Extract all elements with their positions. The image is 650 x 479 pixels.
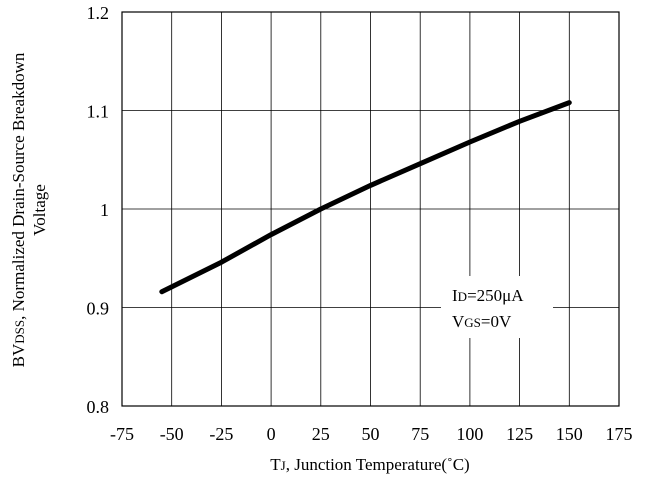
- y-axis-label-line-2: Voltage: [30, 184, 49, 236]
- y-tick-label: 0.8: [87, 397, 110, 417]
- x-tick-label: 75: [411, 424, 429, 444]
- x-tick-label: 100: [456, 424, 483, 444]
- x-tick-label: -25: [209, 424, 233, 444]
- x-tick-label: 125: [506, 424, 533, 444]
- x-axis-label: TJ, Junction Temperature(˚C): [270, 455, 469, 474]
- x-tick-label: 50: [362, 424, 380, 444]
- plot-frame: [121, 11, 620, 407]
- y-tick-label: 1: [100, 200, 109, 220]
- x-tick-label: -75: [110, 424, 134, 444]
- x-tick-label: 150: [556, 424, 583, 444]
- x-tick-label: 0: [267, 424, 276, 444]
- tick-labels: -75 -50 -25 0 25 50 75 100 125 150 175 0.8 0.9 1 1.1 1.…: [87, 3, 633, 444]
- x-tick-label: 175: [606, 424, 633, 444]
- y-axis-label-line-1: BVDSS, Normalized Drain-Source Breakdown: [9, 52, 28, 367]
- y-tick-label: 1.2: [87, 3, 110, 23]
- x-tick-label: -50: [160, 424, 184, 444]
- annotation-box: [441, 276, 553, 338]
- y-tick-label: 0.9: [87, 299, 110, 319]
- x-tick-label: 25: [312, 424, 330, 444]
- annotation-line-1: ID=250μA: [452, 286, 524, 305]
- annotation-line-2: VGS=0V: [452, 312, 512, 331]
- annotation: ID=250μA VGS=0V: [441, 276, 553, 338]
- grid: [122, 12, 619, 406]
- series-line: [159, 100, 572, 295]
- y-tick-label: 1.1: [87, 102, 110, 122]
